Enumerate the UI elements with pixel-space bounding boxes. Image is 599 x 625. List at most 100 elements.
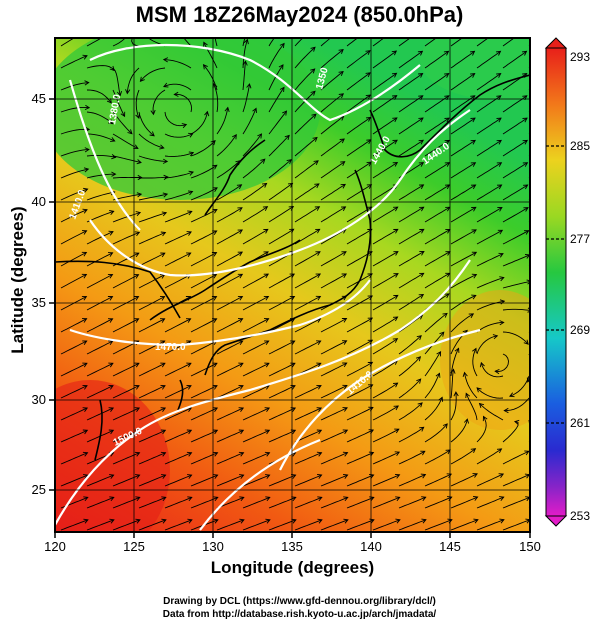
streamline: [242, 385, 270, 399]
streamline-arrowhead: [450, 368, 456, 374]
streamline-arrowhead: [470, 184, 477, 190]
y-tick-label: 25: [32, 482, 46, 497]
streamline-arrowhead: [185, 318, 192, 323]
streamline-arrowhead: [470, 29, 475, 33]
streamline: [112, 474, 140, 487]
streamline: [140, 67, 166, 82]
streamline: [502, 184, 528, 201]
streamline: [398, 251, 425, 267]
streamline-arrowhead: [503, 407, 509, 414]
streamline-arrowhead: [317, 474, 323, 479]
streamline: [424, 496, 452, 509]
streamline: [60, 474, 88, 487]
streamline-arrowhead: [161, 496, 167, 502]
streamline-arrowhead: [444, 293, 450, 299]
streamline: [216, 134, 237, 157]
streamline-arrowhead: [282, 110, 288, 116]
streamline: [476, 140, 502, 157]
streamline: [86, 191, 115, 201]
streamline: [138, 407, 166, 421]
streamline: [164, 111, 187, 127]
streamline: [424, 519, 453, 531]
streamline-arrowhead: [499, 320, 505, 326]
streamline-arrowhead: [187, 190, 194, 196]
streamline-arrowhead: [340, 161, 346, 166]
streamline: [450, 313, 474, 333]
streamline: [268, 519, 297, 531]
colorbar-max-arrow: [544, 37, 568, 49]
streamline-arrowhead: [186, 231, 192, 236]
streamline-arrowhead: [471, 294, 477, 300]
streamline-arrowhead: [161, 518, 167, 524]
streamline-arrowhead: [494, 368, 500, 375]
chart-title: MSM 18Z26May2024 (850.0hPa): [135, 2, 464, 27]
streamline: [450, 140, 476, 157]
streamline: [60, 188, 88, 201]
x-tick-label: 145: [439, 539, 461, 554]
streamline: [398, 73, 423, 91]
streamline: [450, 419, 468, 443]
streamline-arrowhead: [108, 407, 115, 412]
streamline-arrowhead: [523, 184, 529, 190]
streamline: [372, 50, 397, 69]
streamline: [60, 429, 88, 443]
streamline-arrowhead: [499, 276, 505, 282]
streamline: [464, 372, 478, 399]
streamline-arrowhead: [311, 26, 315, 30]
streamline: [450, 95, 476, 113]
streamline-arrowhead: [473, 518, 479, 524]
streamline-arrowhead: [186, 252, 192, 258]
streamline: [320, 318, 347, 333]
streamline: [450, 50, 475, 69]
streamline-arrowhead: [416, 335, 422, 341]
streamline-arrowhead: [444, 162, 451, 167]
streamline-arrowhead: [394, 428, 400, 434]
streamline-arrowhead: [211, 296, 218, 301]
streamline: [242, 158, 266, 179]
streamline-arrowhead: [109, 210, 115, 215]
streamline: [216, 407, 244, 421]
streamline-arrowhead: [260, 158, 266, 164]
streamline-arrowhead: [243, 38, 249, 45]
streamline: [164, 407, 192, 421]
streamline-arrowhead: [265, 474, 271, 479]
streamline: [190, 252, 217, 267]
streamline-arrowhead: [263, 295, 270, 301]
streamline-arrowhead: [393, 228, 399, 234]
streamline-arrowhead: [213, 18, 217, 22]
streamline: [190, 274, 217, 289]
streamline-arrowhead: [468, 313, 475, 319]
streamline-arrowhead: [133, 318, 140, 323]
streamline-arrowhead: [162, 192, 169, 198]
streamline: [476, 519, 505, 531]
streamline-arrowhead: [522, 95, 528, 101]
credit-drawing: Drawing by DCL (https://www.gfd-dennou.o…: [163, 596, 436, 607]
streamline: [504, 397, 530, 412]
y-tick-label: 45: [32, 91, 46, 106]
streamline: [372, 229, 399, 245]
streamline-arrowhead: [203, 41, 208, 48]
streamline-arrowhead: [435, 372, 441, 378]
colorbar: 293 285 277 269 261 253: [544, 37, 590, 527]
streamline-arrowhead: [238, 407, 245, 412]
streamline: [294, 228, 320, 245]
streamline-arrowhead: [108, 230, 114, 236]
streamline-arrowhead: [161, 474, 167, 479]
streamline: [346, 72, 371, 91]
streamline: [528, 44, 530, 47]
streamline-arrowhead: [149, 131, 155, 137]
streamline: [216, 362, 244, 377]
streamline: [320, 362, 347, 377]
streamline: [509, 375, 530, 397]
streamline: [502, 230, 529, 245]
streamline: [86, 385, 114, 399]
streamline: [320, 429, 348, 443]
streamline-arrowhead: [264, 429, 271, 435]
streamline: [203, 42, 218, 69]
streamline: [476, 117, 502, 135]
streamline-arrowhead: [523, 339, 529, 345]
streamline: [398, 426, 424, 443]
streamline-arrowhead: [109, 518, 115, 524]
streamline-arrowhead: [82, 407, 89, 412]
colorbar-tick-label: 285: [570, 139, 590, 153]
